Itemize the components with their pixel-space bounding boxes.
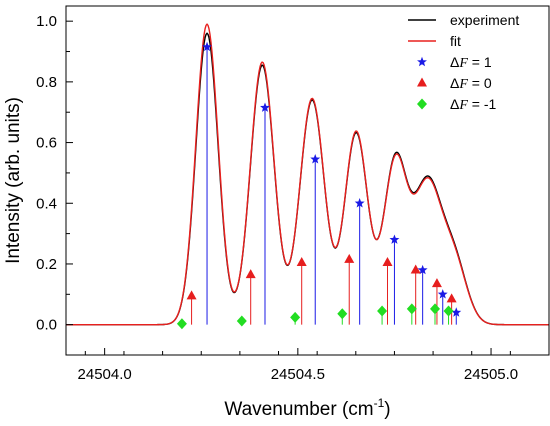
deltaf-0-marker	[446, 293, 457, 303]
y-tick-label: 1.0	[36, 13, 57, 30]
x-axis-title-base: Wavenumber (cm	[224, 399, 373, 420]
deltaf-1-marker	[354, 198, 365, 208]
x-tick-label: 24504.0	[78, 366, 132, 383]
deltaf-0-marker	[431, 278, 442, 288]
deltaf-1-marker	[260, 102, 270, 112]
y-tick-label: 0.4	[36, 195, 57, 212]
x-axis-title-superscript: -1	[374, 396, 385, 410]
deltaf-1-legend-label: ΔF = 1	[450, 54, 492, 71]
legend: experiment fit ΔF = 1 ΔF = 0 ΔF = -1	[408, 12, 519, 113]
deltaf-minus1-marker	[377, 305, 388, 317]
deltaf-minus1-marker	[406, 303, 417, 315]
deltaf-0-marker	[344, 253, 355, 263]
deltaf-minus1-marker	[337, 308, 348, 320]
deltaf-0-legend-label: ΔF = 0	[450, 75, 492, 92]
deltaf-1-marker	[417, 264, 428, 275]
deltaf-0-marker	[245, 269, 256, 279]
deltaf-minus1-legend-label: ΔF = -1	[450, 96, 497, 113]
deltaf-minus1-marker	[430, 303, 441, 315]
deltaf-minus1-legend-swatch	[417, 98, 427, 110]
x-tick-label: 24504.5	[271, 366, 325, 383]
deltaf-1-marker	[202, 41, 212, 52]
fit-legend-label: fit	[450, 33, 461, 49]
deltaf-0-marker	[410, 264, 421, 274]
y-tick-label: 0.8	[36, 74, 57, 91]
x-axis-title-close: )	[384, 399, 390, 420]
deltaf-0-marker	[186, 290, 197, 300]
deltaf-1-marker	[389, 234, 400, 244]
deltaf-0-legend-swatch	[417, 77, 427, 87]
deltaf-minus1-marker	[236, 315, 247, 327]
y-axis-title: Intensity (arb. units)	[3, 97, 24, 264]
y-tick-label: 0.2	[36, 256, 57, 273]
deltaf-1-legend-swatch	[417, 56, 427, 67]
deltaf-minus1-marker	[443, 305, 454, 317]
x-tick-label: 24505.0	[464, 366, 518, 383]
experiment-legend-label: experiment	[450, 12, 519, 28]
deltaf-minus1-marker	[290, 311, 301, 323]
deltaf-0-marker	[296, 256, 307, 266]
y-tick-label: 0.6	[36, 135, 57, 152]
deltaf-1-marker	[451, 307, 462, 317]
plot-content	[66, 23, 549, 330]
axes-ticks: 24504.0 24504.5 24505.0 0.0 0.2 0.4 0.6 0.8 1.0	[36, 13, 550, 383]
deltaf-minus1-marker	[176, 318, 187, 330]
plot-frame	[65, 5, 550, 356]
deltaf-0-marker	[382, 256, 393, 266]
deltaf-1-marker	[310, 154, 321, 164]
x-axis-title: Wavenumber (cm-1)	[224, 396, 390, 420]
fit-curve	[66, 23, 549, 326]
deltaf-1-marker	[437, 289, 448, 299]
y-tick-label: 0.0	[36, 317, 57, 334]
